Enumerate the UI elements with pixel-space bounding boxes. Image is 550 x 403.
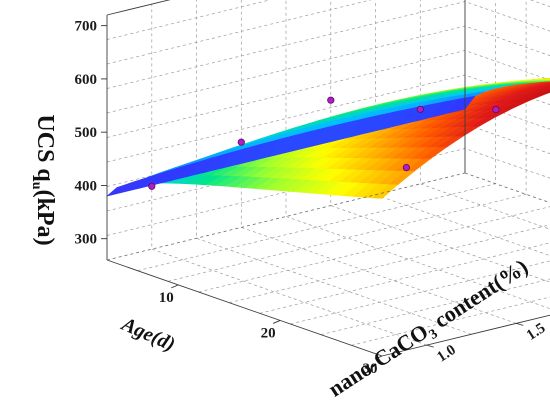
grid-line-x xyxy=(290,260,550,325)
grid-line-x xyxy=(229,224,550,304)
z-tick-label: 300 xyxy=(75,232,98,248)
frame-edge-back xyxy=(106,172,466,261)
grid-line-z xyxy=(106,0,550,65)
frame-edge xyxy=(106,259,383,357)
grid-line-z xyxy=(106,0,272,40)
y-tick-label: 1.5 xyxy=(524,320,548,344)
data-point xyxy=(237,138,245,146)
x-tick-mark xyxy=(374,355,383,360)
z-tick-label: 500 xyxy=(75,125,98,141)
frame-edge-back xyxy=(464,172,550,204)
x-tick-label: 30 xyxy=(363,361,378,377)
data-points xyxy=(148,96,500,190)
frame-edge xyxy=(106,0,171,16)
x-tick-mark xyxy=(171,284,179,289)
x-axis-label: Age(d) xyxy=(117,312,179,356)
data-point xyxy=(492,106,500,114)
data-point xyxy=(402,164,410,172)
data-point xyxy=(148,182,156,190)
data-point xyxy=(327,96,335,104)
z-axis-label-tail: (kPa) xyxy=(32,190,58,246)
grid-line-x xyxy=(198,206,550,293)
y-tick-mark xyxy=(516,322,524,326)
x-tick-label: 20 xyxy=(261,325,276,341)
grid-line-x xyxy=(259,242,550,314)
x-tick-label: 10 xyxy=(159,290,174,306)
response-surface xyxy=(106,77,550,199)
surface-patch xyxy=(447,95,476,114)
y-tick-label: 1.0 xyxy=(434,342,458,366)
z-tick-label: 700 xyxy=(75,19,98,35)
grid-line-x xyxy=(351,296,550,346)
grid-line-x xyxy=(320,278,550,336)
z-axis-label-sub: u xyxy=(29,182,44,190)
data-point xyxy=(416,105,424,113)
floor-wall xyxy=(107,173,550,356)
z-axis-label-main: UCS q xyxy=(32,114,58,182)
grid-line-y xyxy=(285,0,550,310)
grid-line-x xyxy=(168,0,527,282)
z-tick-label: 600 xyxy=(75,72,98,88)
z-axis-label: UCS qu(kPa) xyxy=(29,114,58,245)
grid-line-y xyxy=(151,4,427,346)
z-tick-label: 400 xyxy=(75,178,98,194)
chart-frame xyxy=(106,0,550,357)
frame-edge xyxy=(381,314,550,357)
x-tick-mark xyxy=(272,320,281,324)
y-tick-mark xyxy=(426,344,434,348)
